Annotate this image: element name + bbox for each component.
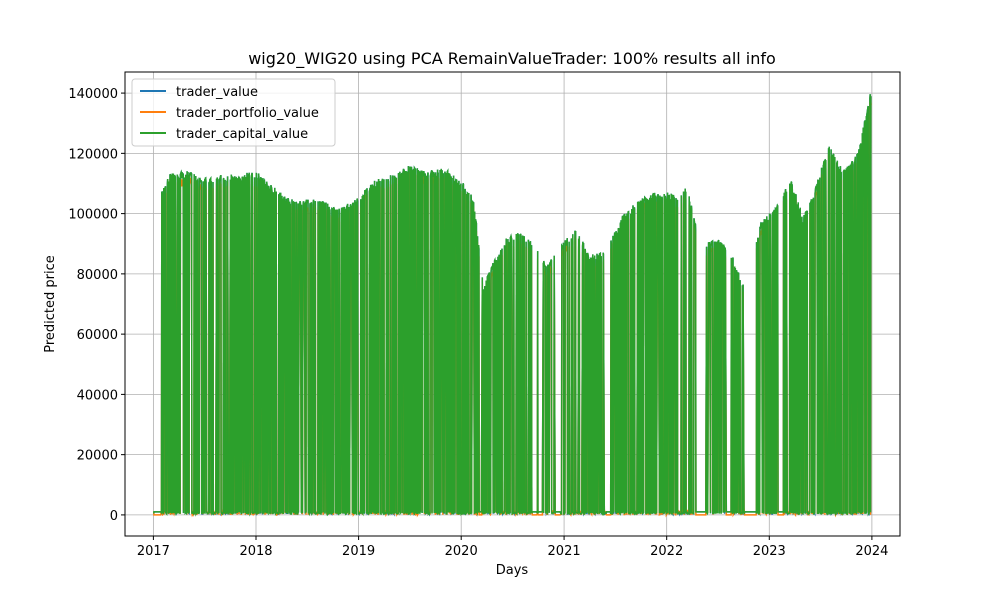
y-tick-label: 40000 [77,388,118,403]
y-tick-label: 20000 [77,449,118,464]
x-tick-label: 2022 [650,544,683,559]
x-tick-label: 2020 [445,544,478,559]
x-tick-label: 2023 [753,544,786,559]
y-tick-label: 140000 [68,87,118,102]
legend-box [131,78,336,147]
y-axis-label: Predicted price [43,255,58,353]
x-tick-label: 2021 [548,544,581,559]
x-axis-label: Days [496,563,529,578]
chart-title: wig20_WIG20 using PCA RemainValueTrader:… [248,49,776,69]
y-tick-label: 100000 [68,208,118,223]
legend-label-trader-capital-value: trader_capital_value [176,127,308,142]
legend-label-trader-value: trader_value [176,85,258,100]
x-tick-label: 2017 [137,544,170,559]
y-tick-label: 60000 [77,328,118,343]
x-tick-label: 2018 [239,544,272,559]
y-tick-label: 120000 [68,147,118,162]
y-tick-label: 0 [110,509,118,524]
x-tick-label: 2019 [342,544,375,559]
plot-frame [124,71,901,537]
legend-label-trader-portfolio-value: trader_portfolio_value [176,106,319,121]
tick-layer: 2017 2018 2019 2020 2021 2022 2023 2024 0 20000 40… [68,87,888,559]
series-line-trader-capital-value [152,94,872,517]
legend: trader_value trader_portfolio_value trad… [131,78,336,147]
x-tick-label: 2024 [855,544,888,559]
data-layer [152,94,872,518]
y-tick-label: 80000 [77,268,118,283]
